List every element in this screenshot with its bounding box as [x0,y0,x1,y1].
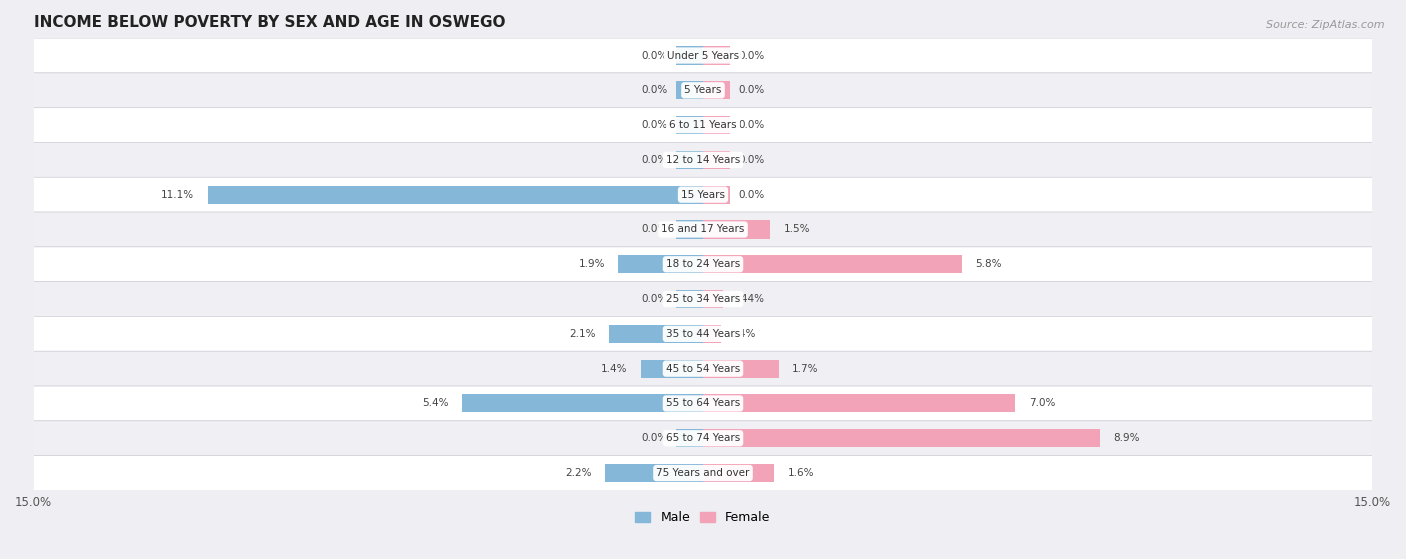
Text: 0.0%: 0.0% [641,294,668,304]
Bar [703,81,730,100]
Bar [703,359,779,378]
Bar [703,46,730,64]
Text: 1.5%: 1.5% [783,225,810,234]
Bar [609,325,703,343]
Text: 0.0%: 0.0% [641,120,668,130]
FancyBboxPatch shape [34,212,1372,247]
Text: 55 to 64 Years: 55 to 64 Years [666,399,740,409]
Bar [703,290,723,308]
Text: 0.0%: 0.0% [641,86,668,95]
Text: 0.0%: 0.0% [738,155,765,165]
Text: 5.8%: 5.8% [976,259,1001,269]
FancyBboxPatch shape [34,351,1372,386]
Bar [703,255,962,273]
Text: 8.9%: 8.9% [1114,433,1140,443]
Text: 35 to 44 Years: 35 to 44 Years [666,329,740,339]
Bar [208,186,703,203]
Text: 65 to 74 Years: 65 to 74 Years [666,433,740,443]
Bar [676,220,703,239]
Text: 16 and 17 Years: 16 and 17 Years [661,225,745,234]
Text: 0.44%: 0.44% [731,294,765,304]
Text: 0.4%: 0.4% [730,329,756,339]
Bar [463,395,703,413]
Bar [605,464,703,482]
Text: 2.2%: 2.2% [565,468,592,478]
Text: 7.0%: 7.0% [1029,399,1054,409]
Text: 0.0%: 0.0% [738,120,765,130]
Bar [703,116,730,134]
Text: 45 to 54 Years: 45 to 54 Years [666,364,740,373]
Bar [619,255,703,273]
Text: 1.6%: 1.6% [787,468,814,478]
Text: INCOME BELOW POVERTY BY SEX AND AGE IN OSWEGO: INCOME BELOW POVERTY BY SEX AND AGE IN O… [34,15,505,30]
Bar [703,186,730,203]
Legend: Male, Female: Male, Female [630,506,776,529]
Bar [703,151,730,169]
FancyBboxPatch shape [34,456,1372,490]
Text: 15 Years: 15 Years [681,190,725,200]
Bar [676,81,703,100]
FancyBboxPatch shape [34,316,1372,351]
FancyBboxPatch shape [34,38,1372,73]
Bar [676,151,703,169]
FancyBboxPatch shape [34,108,1372,143]
Bar [703,325,721,343]
Text: 0.0%: 0.0% [738,190,765,200]
Text: 0.0%: 0.0% [738,86,765,95]
Text: 2.1%: 2.1% [569,329,596,339]
Bar [703,220,770,239]
FancyBboxPatch shape [34,421,1372,456]
Bar [703,429,1101,447]
Text: 25 to 34 Years: 25 to 34 Years [666,294,740,304]
Bar [676,290,703,308]
Text: 75 Years and over: 75 Years and over [657,468,749,478]
Text: Source: ZipAtlas.com: Source: ZipAtlas.com [1267,20,1385,30]
FancyBboxPatch shape [34,282,1372,316]
FancyBboxPatch shape [34,386,1372,421]
Bar [676,429,703,447]
Text: 1.7%: 1.7% [792,364,818,373]
Bar [676,46,703,64]
Text: Under 5 Years: Under 5 Years [666,50,740,60]
Text: 0.0%: 0.0% [641,433,668,443]
FancyBboxPatch shape [34,247,1372,282]
Bar [703,464,775,482]
Text: 12 to 14 Years: 12 to 14 Years [666,155,740,165]
FancyBboxPatch shape [34,143,1372,177]
FancyBboxPatch shape [34,73,1372,108]
Text: 11.1%: 11.1% [162,190,194,200]
Text: 5.4%: 5.4% [422,399,449,409]
Text: 0.0%: 0.0% [641,50,668,60]
Text: 0.0%: 0.0% [641,155,668,165]
Bar [676,116,703,134]
Text: 1.4%: 1.4% [600,364,627,373]
Text: 0.0%: 0.0% [641,225,668,234]
Bar [703,395,1015,413]
FancyBboxPatch shape [34,177,1372,212]
Text: 6 to 11 Years: 6 to 11 Years [669,120,737,130]
Text: 18 to 24 Years: 18 to 24 Years [666,259,740,269]
Text: 5 Years: 5 Years [685,86,721,95]
Text: 1.9%: 1.9% [578,259,605,269]
Text: 0.0%: 0.0% [738,50,765,60]
Bar [641,359,703,378]
